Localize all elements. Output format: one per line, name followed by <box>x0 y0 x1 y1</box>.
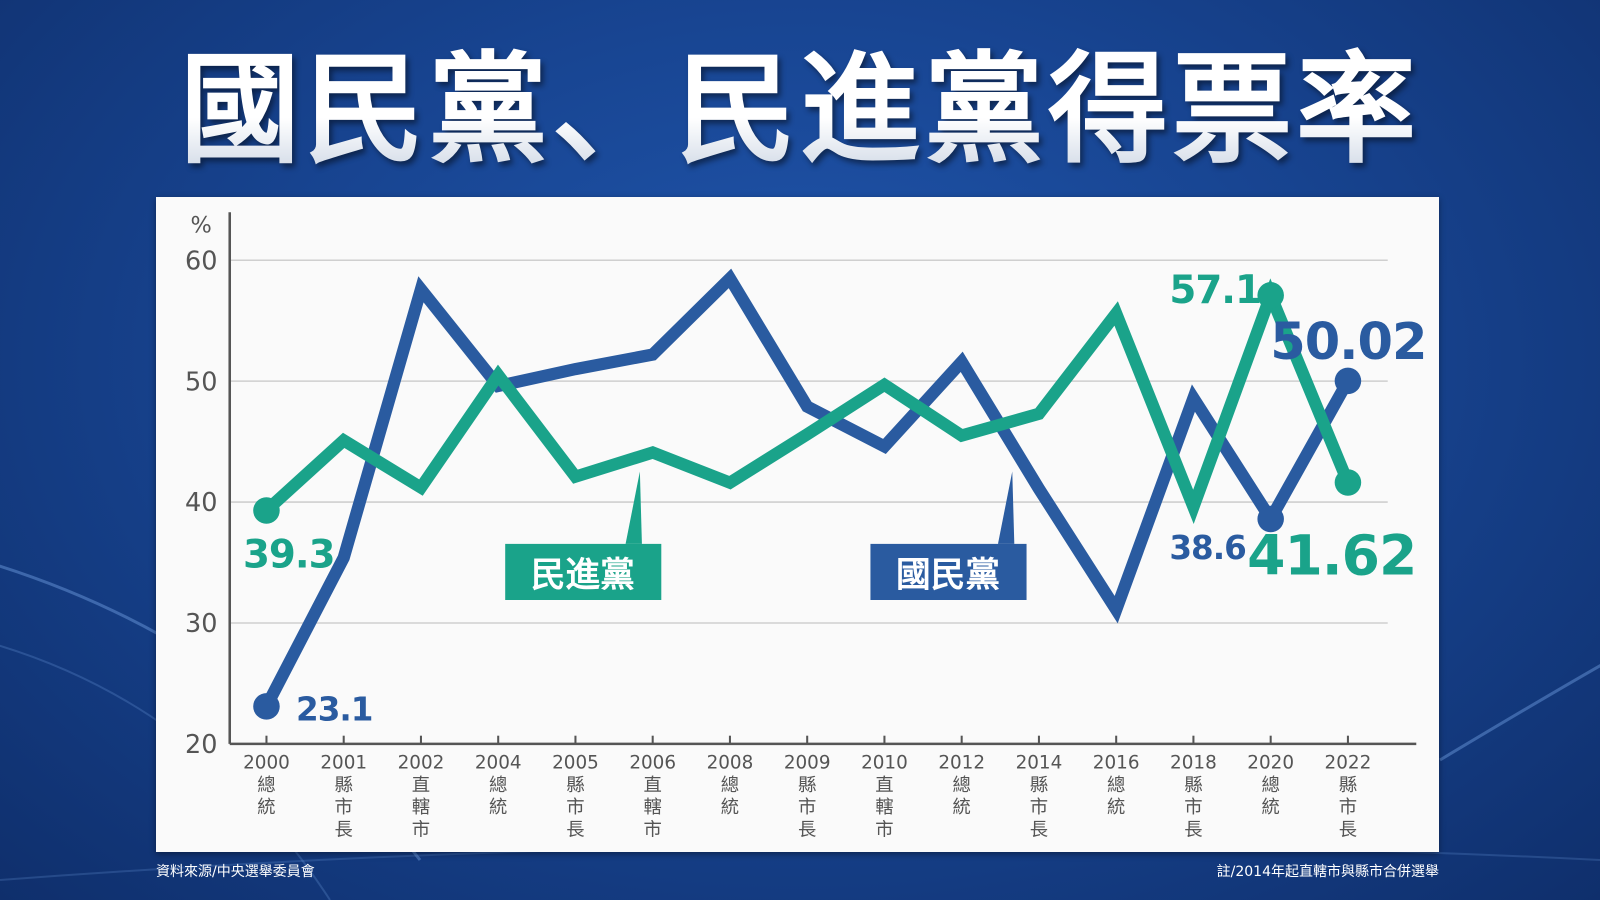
x-tick-type: 市 <box>566 797 584 818</box>
x-tick-type: 總 <box>1107 775 1125 796</box>
x-tick-type: 統 <box>1107 797 1125 818</box>
y-tick-label: 50 <box>185 367 217 397</box>
data-label: 57.1 <box>1169 268 1261 313</box>
y-tick-label: 60 <box>185 246 217 276</box>
x-tick-type: 縣 <box>798 775 816 796</box>
y-tick-label: 40 <box>185 488 217 518</box>
data-point <box>1257 282 1284 309</box>
x-tick-type: 市 <box>1030 797 1048 818</box>
x-tick-type: 直 <box>644 775 662 796</box>
data-point <box>1334 367 1362 395</box>
y-tick-label: 30 <box>185 609 217 639</box>
x-tick-year: 2006 <box>629 752 676 773</box>
series-line-kmt <box>260 268 1355 713</box>
x-tick-year: 2022 <box>1325 752 1372 773</box>
data-point <box>1257 505 1284 533</box>
callout-pointer <box>625 471 642 544</box>
legend-box-kmt <box>870 543 1027 600</box>
legend-label: 民進黨 <box>531 556 635 596</box>
x-tick-year: 2008 <box>707 752 754 773</box>
x-tick-type: 長 <box>1030 820 1048 841</box>
x-tick-type: 長 <box>335 820 353 841</box>
data-label: 23.1 <box>296 690 372 728</box>
legend-label: 國民黨 <box>896 556 1000 596</box>
data-label: 39.3 <box>243 532 335 577</box>
data-point <box>253 693 280 720</box>
x-tick-type: 統 <box>952 797 970 818</box>
x-tick-type: 總 <box>1261 775 1279 796</box>
page-title: 國民黨、民進黨得票率 <box>0 41 1600 181</box>
x-tick-type: 縣 <box>335 775 353 796</box>
x-tick-type: 總 <box>952 775 970 796</box>
x-tick-type: 市 <box>1339 797 1357 818</box>
x-tick-year: 2016 <box>1093 752 1140 773</box>
data-point <box>253 497 280 524</box>
x-tick-type: 長 <box>1184 820 1202 841</box>
data-label: 41.62 <box>1247 523 1416 587</box>
x-tick-year: 2004 <box>475 752 522 773</box>
y-tick-label: 20 <box>185 730 217 760</box>
x-tick-type: 統 <box>489 797 507 818</box>
x-tick-type: 市 <box>875 820 893 841</box>
x-tick-type: 統 <box>257 797 275 818</box>
x-tick-type: 市 <box>412 820 430 841</box>
x-tick-year: 2014 <box>1016 752 1063 773</box>
x-tick-year: 2018 <box>1170 752 1217 773</box>
series-line-dpp <box>260 278 1355 525</box>
x-tick-type: 長 <box>1339 820 1357 841</box>
line-chart: 2030405060%2000總統2001縣市長2002直轄市2004總統200… <box>185 212 1428 841</box>
background-swoosh <box>1439 663 1600 762</box>
x-tick-type: 長 <box>798 820 816 841</box>
x-tick-year: 2009 <box>784 752 831 773</box>
x-tick-year: 2020 <box>1247 752 1294 773</box>
x-tick-year: 2010 <box>861 752 908 773</box>
x-tick-type: 縣 <box>1184 775 1202 796</box>
legend-box-dpp <box>505 543 662 600</box>
chart-panel: 20 30 40 50 60% 2000 總統 2001 縣市長 2002 直轄市 2004 總統 200… <box>156 197 1439 852</box>
x-tick-year: 2002 <box>398 752 445 773</box>
x-tick-type: 統 <box>721 797 739 818</box>
x-tick-type: 市 <box>798 797 816 818</box>
x-tick-type: 長 <box>566 820 584 841</box>
x-tick-type: 轄 <box>644 797 662 818</box>
x-tick-type: 直 <box>412 775 430 796</box>
y-axis-label: % <box>191 213 212 239</box>
x-tick-type: 總 <box>489 775 507 796</box>
x-tick-type: 縣 <box>566 775 584 796</box>
x-tick-type: 市 <box>644 820 662 841</box>
x-tick-type: 轄 <box>412 797 430 818</box>
x-tick-year: 2005 <box>552 752 599 773</box>
x-tick-type: 縣 <box>1030 775 1048 796</box>
x-tick-type: 直 <box>875 775 893 796</box>
data-label: 50.02 <box>1270 313 1426 372</box>
note-text: 註/2014年起直轄市與縣市合併選舉 <box>1216 864 1439 880</box>
x-tick-year: 2001 <box>320 752 367 773</box>
x-tick-year: 2012 <box>938 752 985 773</box>
x-tick-type: 統 <box>1261 797 1279 818</box>
x-tick-type: 市 <box>1184 797 1202 818</box>
x-tick-type: 縣 <box>1339 775 1357 796</box>
data-label: 38.6 <box>1169 529 1245 567</box>
data-point <box>1334 469 1362 496</box>
x-tick-type: 市 <box>335 797 353 818</box>
x-tick-type: 總 <box>257 775 275 796</box>
source-text: 資料來源/中央選舉委員會 <box>156 864 315 880</box>
x-tick-year: 2000 <box>243 752 290 773</box>
x-tick-type: 轄 <box>875 797 893 818</box>
x-tick-type: 總 <box>721 775 739 796</box>
callout-pointer <box>997 471 1015 544</box>
